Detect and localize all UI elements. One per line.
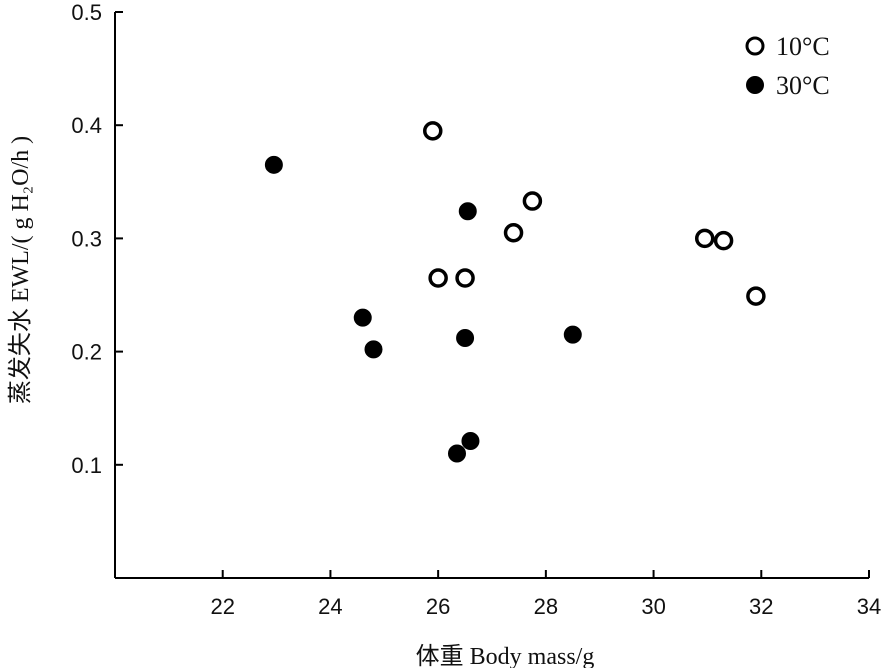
- legend-label: 10°C: [776, 32, 830, 61]
- legend-marker: [746, 76, 764, 94]
- axes: [114, 12, 869, 579]
- x-tick-label: 30: [641, 594, 665, 619]
- point-30c: [447, 444, 466, 463]
- point-10c: [746, 286, 766, 306]
- y-tick-label: 0.4: [71, 113, 102, 138]
- legend-marker: [745, 36, 765, 56]
- y-tick-label: 0.2: [71, 340, 102, 365]
- point-10c: [694, 228, 715, 249]
- point-30c: [563, 325, 582, 344]
- x-tick-label: 32: [749, 594, 773, 619]
- point-10c: [455, 268, 475, 288]
- ticks: 22 24 26 28 30 32 34 0.1 0.2 0.3 0.4 0.5: [71, 0, 881, 619]
- data-points: [264, 121, 766, 463]
- point-30c: [456, 329, 475, 348]
- point-30c: [461, 432, 480, 451]
- point-30c: [264, 155, 283, 174]
- point-10c: [423, 121, 443, 141]
- legend-label: 30°C: [776, 71, 830, 100]
- x-tick-label: 22: [210, 594, 234, 619]
- y-tick-label: 0.5: [71, 0, 102, 25]
- x-axis-title: 体重 Body mass/g: [416, 643, 595, 668]
- x-tick-label: 24: [318, 594, 342, 619]
- point-10c: [522, 191, 543, 211]
- x-tick-label: 28: [534, 594, 558, 619]
- y-tick-label: 0.3: [71, 226, 102, 251]
- point-10c: [503, 222, 524, 243]
- y-axis-title: 蒸发失水 EWL/( g H₂O/h ): [7, 136, 34, 404]
- point-30c: [458, 202, 477, 221]
- point-10c: [428, 268, 448, 288]
- x-tick-label: 26: [426, 594, 450, 619]
- x-tick-label: 34: [857, 594, 881, 619]
- point-30c: [353, 308, 372, 327]
- y-tick-label: 0.1: [71, 453, 102, 478]
- legend: 10°C 30°C: [745, 32, 830, 100]
- point-30c: [364, 340, 383, 359]
- point-10c: [713, 230, 734, 251]
